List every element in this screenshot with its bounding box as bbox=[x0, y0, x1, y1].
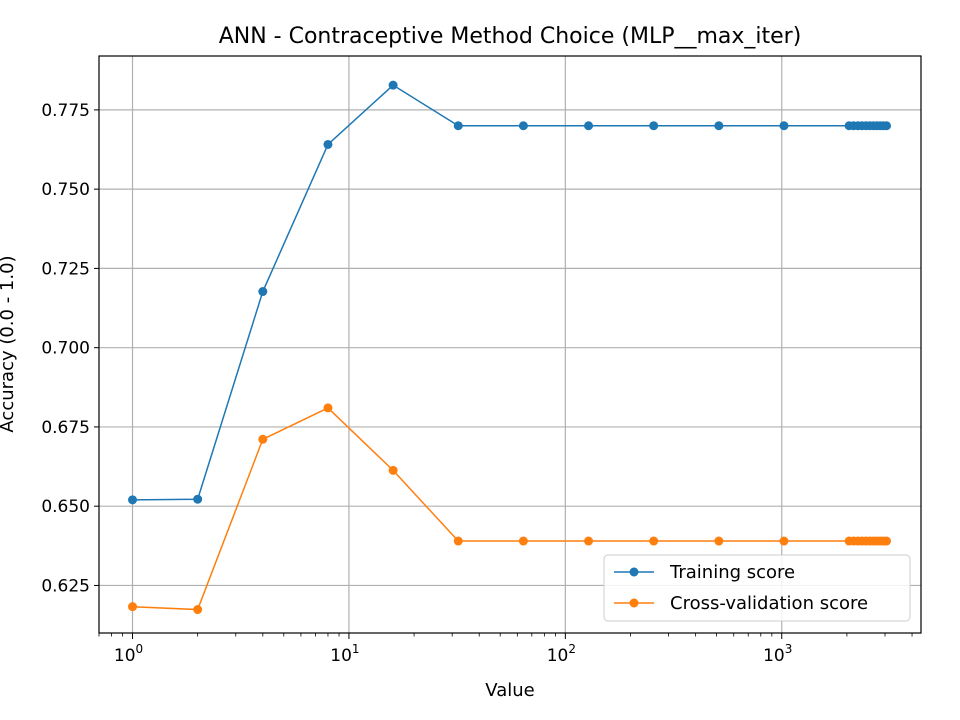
series-layer bbox=[128, 80, 891, 615]
data-point bbox=[323, 403, 333, 413]
data-point bbox=[779, 121, 789, 131]
data-point bbox=[193, 494, 203, 504]
x-tick-label: 103 bbox=[763, 642, 792, 666]
legend-marker-cv bbox=[629, 598, 639, 608]
data-point bbox=[881, 536, 891, 546]
data-point bbox=[453, 121, 463, 131]
plot-frame bbox=[98, 55, 922, 634]
tick-layer: 0.625 0.650 0.675 0.700 0.725 0.750 0.775 100 10… bbox=[41, 101, 913, 666]
y-tick-label: 0.700 bbox=[41, 339, 90, 359]
y-tick-label: 0.625 bbox=[41, 576, 90, 596]
legend: Training score Cross-validation score bbox=[603, 554, 911, 622]
data-point bbox=[881, 121, 891, 131]
data-point bbox=[584, 536, 594, 546]
y-tick-label: 0.750 bbox=[41, 180, 90, 200]
data-point bbox=[714, 121, 724, 131]
x-tick-label: 100 bbox=[114, 642, 143, 666]
data-point bbox=[258, 287, 268, 297]
data-point bbox=[128, 495, 138, 505]
chart-title: ANN - Contraceptive Method Choice (MLP__… bbox=[219, 24, 802, 49]
legend-marker-training bbox=[629, 567, 639, 577]
x-axis-label: Value bbox=[485, 680, 534, 701]
y-tick-label: 0.725 bbox=[41, 259, 90, 279]
y-tick-label: 0.775 bbox=[41, 101, 90, 121]
data-point bbox=[388, 80, 398, 90]
data-point bbox=[518, 536, 528, 546]
legend-label-training: Training score bbox=[669, 562, 795, 583]
data-point bbox=[258, 434, 268, 444]
legend-label-cv: Cross-validation score bbox=[670, 593, 868, 614]
data-point bbox=[323, 139, 333, 149]
data-point bbox=[128, 602, 138, 612]
y-tick-label: 0.675 bbox=[41, 418, 90, 438]
data-point bbox=[388, 465, 398, 475]
series-line-training bbox=[132, 84, 887, 501]
x-tick-label: 102 bbox=[547, 642, 576, 666]
data-point bbox=[518, 121, 528, 131]
data-point bbox=[649, 121, 659, 131]
x-tick-label: 101 bbox=[330, 642, 359, 666]
data-point bbox=[193, 605, 203, 615]
data-point bbox=[779, 536, 789, 546]
data-point bbox=[453, 536, 463, 546]
legend-box bbox=[603, 554, 911, 622]
data-point bbox=[714, 536, 724, 546]
y-tick-label: 0.650 bbox=[41, 497, 90, 517]
data-point bbox=[649, 536, 659, 546]
grid bbox=[99, 56, 921, 633]
y-axis-label: Accuracy (0.0 - 1.0) bbox=[0, 255, 18, 432]
data-point bbox=[584, 121, 594, 131]
